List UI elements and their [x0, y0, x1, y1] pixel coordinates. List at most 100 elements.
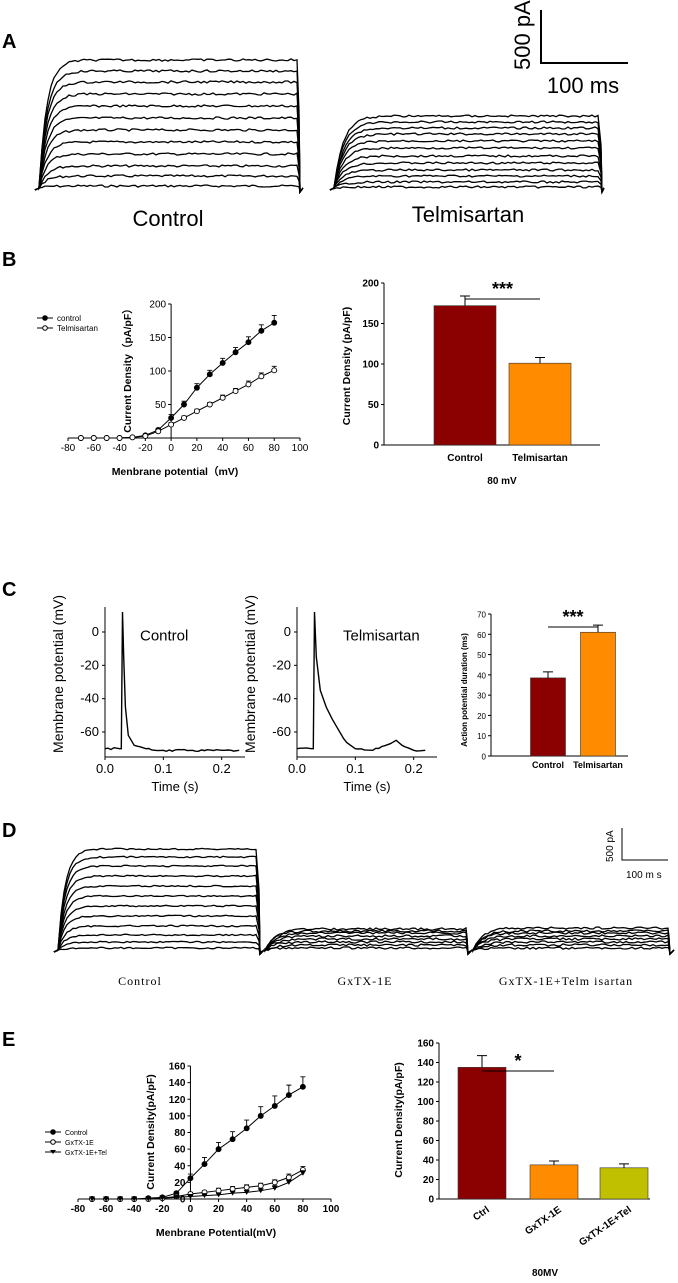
y-tick-label: 120 — [169, 1095, 186, 1106]
data-point — [193, 408, 200, 415]
scale-time-label: 100 ms — [547, 73, 619, 98]
data-point — [206, 401, 213, 408]
current-trace-5 — [53, 904, 265, 956]
data-point — [90, 435, 97, 441]
significance-stars: *** — [562, 607, 583, 627]
y-tick-label: 160 — [417, 1039, 434, 1050]
scale-current-label: 500 pA — [605, 830, 616, 862]
legend-label: Control — [65, 1130, 88, 1137]
error-bar-1 — [593, 624, 603, 633]
data-point — [245, 381, 252, 388]
y-tick-label: 0 — [180, 1195, 186, 1206]
category-label: GxTX-1E — [523, 1204, 564, 1237]
trace-label-d-gxtx: GxTX-1E — [338, 974, 393, 988]
data-point — [271, 1102, 278, 1109]
x-tick-label: 0.1 — [154, 761, 172, 776]
y-tick-label: 100 — [149, 367, 166, 378]
current-trace-10 — [329, 120, 605, 193]
current-trace-9 — [34, 80, 304, 194]
y-tick-label: 160 — [169, 1062, 186, 1073]
data-point — [219, 394, 226, 401]
x-tick-label: 80 — [269, 443, 281, 454]
significance-stars: * — [514, 1051, 521, 1071]
scale-bar-d: 500 pA 100 m s — [605, 828, 668, 881]
trace-label-telmisartan: Telmisartan — [412, 202, 524, 227]
x-tick-label: -20 — [155, 1204, 170, 1215]
current-trace-5 — [34, 128, 304, 194]
y-tick-label: 80 — [423, 1117, 435, 1128]
scale-bar-a: 500 pA 100 ms — [510, 0, 628, 98]
voltage-trace — [104, 611, 240, 753]
current-trace-4 — [468, 934, 675, 956]
current-trace-3 — [260, 937, 473, 956]
data-point — [193, 384, 200, 391]
current-trace-0 — [329, 185, 605, 194]
x-tick-label: 80 — [297, 1204, 309, 1215]
y-tick-label: 100 — [417, 1097, 434, 1108]
current-trace-11 — [53, 847, 265, 956]
legend-label: control — [57, 314, 81, 323]
y-tick-label: 20 — [477, 712, 486, 721]
data-point — [155, 428, 162, 435]
y-tick-label: 0 — [373, 441, 379, 452]
panel-label-d: D — [2, 820, 16, 842]
category-label: Telmisartan — [573, 760, 623, 770]
trace-group-d-control — [53, 847, 265, 956]
data-point — [243, 1125, 250, 1132]
y-axis-title: Membrane potential (mV) — [242, 595, 258, 753]
y-tick-label: 150 — [362, 319, 379, 330]
x-tick-label: 0.2 — [213, 761, 231, 776]
data-point — [219, 360, 226, 366]
y-tick-label: 100 — [169, 1111, 186, 1122]
data-point — [89, 1196, 96, 1202]
current-trace-6 — [260, 929, 473, 956]
x-axis-title: 80MV — [532, 1268, 558, 1279]
data-point — [117, 1196, 124, 1202]
bar-1 — [529, 1164, 579, 1200]
x-axis-title: Time (s) — [151, 779, 198, 794]
y-tick-label: 140 — [169, 1078, 186, 1089]
x-axis-title: Time (s) — [343, 779, 390, 794]
legend-marker — [50, 1139, 56, 1145]
current-trace-0 — [34, 184, 304, 194]
data-point — [173, 1194, 180, 1200]
y-axis-title: Membrane potential (mV) — [50, 595, 66, 753]
y-tick-label: 70 — [477, 611, 486, 620]
data-point — [271, 319, 278, 326]
current-trace-1 — [34, 174, 304, 194]
current-trace-1 — [468, 943, 675, 956]
y-tick-label: 20 — [423, 1175, 435, 1186]
y-tick-label: -60 — [272, 724, 291, 739]
data-point — [243, 1189, 250, 1195]
current-trace-2 — [329, 174, 605, 195]
current-trace-9 — [53, 864, 265, 956]
current-trace-0 — [260, 946, 473, 956]
y-tick-label: 140 — [417, 1058, 434, 1069]
trace-group-d-gxtx-tel — [468, 926, 675, 956]
x-tick-label: -40 — [127, 1204, 142, 1215]
x-axis-title: 80 mV — [487, 476, 517, 487]
data-point — [229, 1136, 236, 1143]
current-trace-5 — [468, 931, 675, 956]
y-tick-label: 60 — [477, 631, 486, 640]
trace-label-d-gxtx-tel: GxTX-1E+Telm isartan — [499, 974, 633, 988]
current-trace-4 — [53, 914, 265, 956]
data-point — [285, 1092, 292, 1099]
y-tick-label: 100 — [362, 360, 379, 371]
data-point — [229, 1190, 236, 1196]
y-axis-title: Action potential duration (ms) — [460, 633, 469, 747]
bar-0 — [433, 305, 497, 446]
data-point — [187, 1175, 194, 1182]
current-trace-6 — [53, 894, 265, 956]
data-point — [245, 339, 252, 346]
y-tick-label: 0 — [482, 753, 487, 762]
scale-current-label: 500 pA — [510, 0, 535, 70]
x-tick-label: 0 — [188, 1204, 194, 1215]
error-bar-0 — [543, 671, 553, 678]
trace-group-d-gxtx — [260, 926, 473, 956]
current-trace-3 — [329, 168, 605, 195]
y-tick-label: 200 — [362, 279, 379, 290]
x-tick-label: 60 — [243, 443, 255, 454]
bar-0 — [457, 1067, 507, 1200]
data-point — [129, 434, 136, 441]
